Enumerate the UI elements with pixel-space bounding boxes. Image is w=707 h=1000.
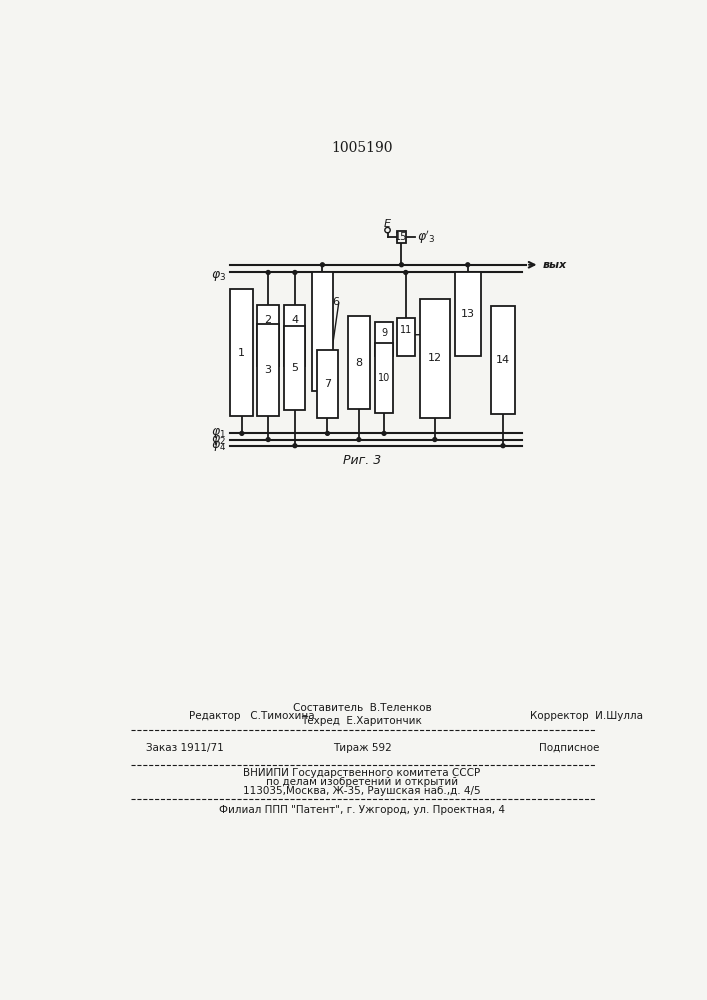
Text: E: E	[384, 219, 391, 229]
Circle shape	[501, 444, 505, 448]
Circle shape	[325, 431, 329, 435]
Text: Корректор  И.Шулла: Корректор И.Шулла	[530, 711, 643, 721]
Text: по делам изобретений и открытий: по делам изобретений и открытий	[266, 777, 458, 787]
Text: $\varphi_4$: $\varphi_4$	[211, 439, 226, 453]
Text: $\varphi_3$: $\varphi_3$	[211, 269, 226, 283]
Text: 10: 10	[378, 373, 390, 383]
Bar	[491, 306, 515, 414]
Circle shape	[293, 271, 297, 274]
Bar	[375, 322, 393, 356]
Text: Подписное: Подписное	[539, 743, 599, 753]
Text: $\varphi'_3$: $\varphi'_3$	[417, 228, 436, 246]
Bar	[230, 289, 253, 416]
Text: 15: 15	[395, 232, 408, 242]
Text: 3: 3	[264, 365, 271, 375]
Text: $\varphi_1$: $\varphi_1$	[211, 426, 226, 440]
Bar	[375, 343, 393, 413]
Bar	[397, 231, 406, 243]
Text: 1: 1	[238, 348, 245, 358]
Circle shape	[466, 263, 469, 267]
Text: 6: 6	[332, 297, 339, 307]
Circle shape	[399, 263, 404, 267]
Circle shape	[404, 271, 408, 274]
Text: Заказ 1911/71: Заказ 1911/71	[146, 743, 224, 753]
Text: 7: 7	[324, 379, 331, 389]
Text: 14: 14	[496, 355, 510, 365]
Bar	[257, 324, 279, 416]
Circle shape	[267, 271, 270, 274]
Text: Редактор   С.Тимохина: Редактор С.Тимохина	[189, 711, 315, 721]
Text: 9: 9	[381, 328, 387, 338]
Text: $\varphi_2$: $\varphi_2$	[211, 433, 226, 447]
Circle shape	[382, 431, 386, 435]
Circle shape	[433, 438, 437, 441]
Text: Составитель  В.Теленков: Составитель В.Теленков	[293, 703, 431, 713]
Circle shape	[357, 438, 361, 441]
Text: Тираж 592: Тираж 592	[332, 743, 392, 753]
Circle shape	[293, 444, 297, 448]
Text: 8: 8	[356, 358, 363, 368]
Text: Техред  Е.Харитончик: Техред Е.Харитончик	[301, 716, 422, 726]
Text: Риг. 3: Риг. 3	[343, 454, 381, 467]
Bar	[284, 305, 305, 366]
Text: 13: 13	[461, 309, 474, 319]
Text: 113035,Москва, Ж-35, Раушская наб.,д. 4/5: 113035,Москва, Ж-35, Раушская наб.,д. 4/…	[243, 786, 481, 796]
Text: 5: 5	[291, 363, 298, 373]
Bar	[312, 272, 333, 391]
Text: 4: 4	[291, 315, 298, 325]
Text: 11: 11	[399, 325, 412, 335]
Text: вых: вых	[542, 260, 566, 270]
Text: Филиал ППП "Патент", г. Ужгород, ул. Проектная, 4: Филиал ППП "Патент", г. Ужгород, ул. Про…	[219, 805, 505, 815]
Bar	[284, 326, 305, 410]
Circle shape	[267, 438, 270, 441]
Bar	[420, 299, 450, 418]
Bar	[455, 272, 481, 356]
Text: ВНИИПИ Государственного комитета СССР: ВНИИПИ Государственного комитета СССР	[243, 768, 481, 778]
Circle shape	[320, 263, 325, 267]
Text: 12: 12	[428, 353, 442, 363]
Text: 2: 2	[264, 315, 271, 325]
Bar	[257, 305, 279, 366]
Text: 1005190: 1005190	[331, 141, 392, 155]
Bar	[397, 318, 414, 356]
Bar	[317, 350, 338, 418]
Circle shape	[240, 431, 244, 435]
Bar	[348, 316, 370, 409]
